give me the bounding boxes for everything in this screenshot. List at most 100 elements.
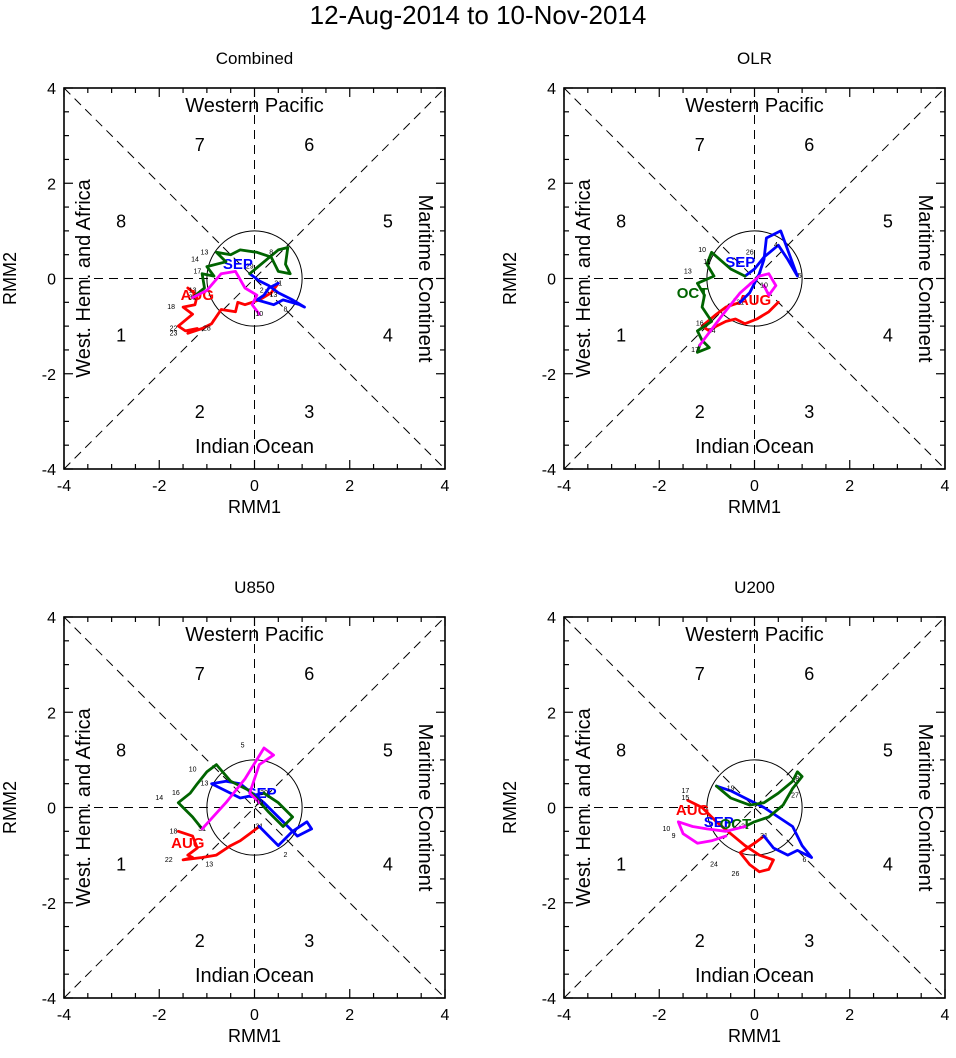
x-axis-label: RMM1 [728, 497, 781, 517]
phase-number: 6 [304, 664, 314, 684]
x-tick-label: 2 [345, 1007, 354, 1024]
phase-number: 7 [695, 135, 705, 155]
phase-number: 6 [804, 664, 814, 684]
region-label-right: Maritime Continent [414, 724, 436, 892]
track-aug [176, 825, 261, 862]
day-label: 28 [203, 326, 211, 333]
day-label: 13 [205, 862, 213, 869]
phase-number: 6 [804, 135, 814, 155]
panel-title: OLR [737, 49, 772, 68]
region-label-top: Western Pacific [185, 95, 324, 117]
day-label: 4 [774, 242, 778, 249]
phase-number: 5 [383, 211, 393, 231]
day-label: 24 [710, 862, 718, 869]
y-tick-label: 4 [547, 610, 556, 627]
region-label-right: Maritime Continent [414, 195, 436, 363]
day-label: 11 [703, 259, 710, 266]
y-tick-label: -4 [542, 462, 556, 479]
day-label: 5 [798, 273, 802, 280]
region-label-left: West. Hem. and Africa [573, 707, 595, 906]
month-label-sep: SEP [704, 814, 734, 831]
month-label-sep: SEP [725, 254, 755, 271]
y-tick-label: -2 [42, 367, 56, 384]
phase-number: 5 [383, 740, 393, 760]
x-tick-label: -2 [652, 1007, 666, 1024]
day-label: 10 [662, 826, 670, 833]
phase-number: 2 [695, 931, 705, 951]
day-label: 26 [732, 871, 740, 878]
day-label: 9 [672, 833, 676, 840]
unit-circle [206, 759, 303, 856]
panel-u850: -4 -2 0 2 4 -4 -2 0 2 4 U850 RMM1 RMM2 Western Pacifi… [0, 578, 450, 1046]
month-label-aug: AUG [171, 835, 204, 852]
day-label: 2 [260, 287, 264, 294]
y-tick-label: 2 [47, 176, 56, 193]
region-label-right: Maritime Continent [914, 195, 936, 363]
x-tick-label: 4 [941, 1007, 950, 1024]
phase-number: 4 [883, 326, 893, 346]
track-nov [676, 820, 747, 845]
x-tick-label: -2 [652, 478, 666, 495]
y-tick-label: 4 [47, 81, 56, 98]
panel-title: U200 [734, 578, 775, 597]
y-tick-label: 2 [47, 705, 56, 722]
day-label: 16 [696, 321, 704, 328]
day-label: 17 [193, 268, 201, 275]
day-label: 13 [270, 292, 278, 299]
month-label-aug: AUG [676, 802, 709, 819]
phase-number: 8 [116, 211, 126, 231]
x-tick-label: 0 [250, 478, 259, 495]
track-aug [700, 300, 780, 333]
day-label: 13 [201, 781, 209, 788]
region-label-bottom: Indian Ocean [695, 436, 814, 458]
y-tick-label: -2 [542, 896, 556, 913]
phase-number: 3 [804, 931, 814, 951]
region-label-bottom: Indian Ocean [695, 965, 814, 987]
region-label-right: Maritime Continent [914, 724, 936, 892]
track-aug [686, 799, 775, 874]
region-label-top: Western Pacific [185, 624, 324, 646]
day-label: 29 [246, 264, 254, 271]
y-axis-label: RMM2 [500, 781, 520, 834]
day-label: 14 [155, 795, 163, 802]
y-tick-label: 0 [47, 801, 56, 818]
x-tick-label: -4 [57, 478, 71, 495]
region-label-left: West. Hem. and Africa [73, 178, 95, 377]
phase-number: 1 [616, 855, 626, 875]
track-nov [698, 272, 778, 347]
x-tick-label: 4 [941, 478, 950, 495]
panel-title: U850 [234, 578, 275, 597]
phase-number: 7 [195, 135, 205, 155]
phase-number: 2 [695, 402, 705, 422]
y-tick-label: 0 [47, 272, 56, 289]
day-label: 5 [241, 743, 245, 750]
x-tick-label: -4 [57, 1007, 71, 1024]
day-label: 8 [284, 306, 288, 313]
phase-number: 8 [116, 740, 126, 760]
y-tick-label: 2 [547, 705, 556, 722]
y-tick-label: -4 [42, 462, 56, 479]
month-label-oct: OCT [720, 816, 752, 833]
panel-combined: -4 -2 0 2 4 -4 -2 0 2 4 Combined RMM1 RMM2 Western Pa… [0, 49, 450, 517]
phase-number: 2 [195, 931, 205, 951]
month-label-sep: SEP [223, 256, 253, 273]
day-label: 18 [167, 304, 175, 311]
x-axis-label: RMM1 [228, 497, 281, 517]
x-tick-label: 0 [250, 1007, 259, 1024]
x-tick-label: -4 [557, 1007, 571, 1024]
unit-circle [206, 230, 303, 327]
day-label: 10 [255, 311, 263, 318]
day-label: 17 [682, 788, 690, 795]
phase-number: 7 [195, 664, 205, 684]
y-tick-label: -2 [42, 896, 56, 913]
phase-number: 1 [616, 326, 626, 346]
track-oct [696, 250, 747, 354]
x-tick-label: 2 [845, 478, 854, 495]
region-label-bottom: Indian Ocean [195, 965, 314, 987]
y-tick-label: 0 [547, 801, 556, 818]
y-tick-label: 0 [547, 272, 556, 289]
y-axis-label: RMM2 [500, 252, 520, 305]
phase-number: 5 [883, 211, 893, 231]
